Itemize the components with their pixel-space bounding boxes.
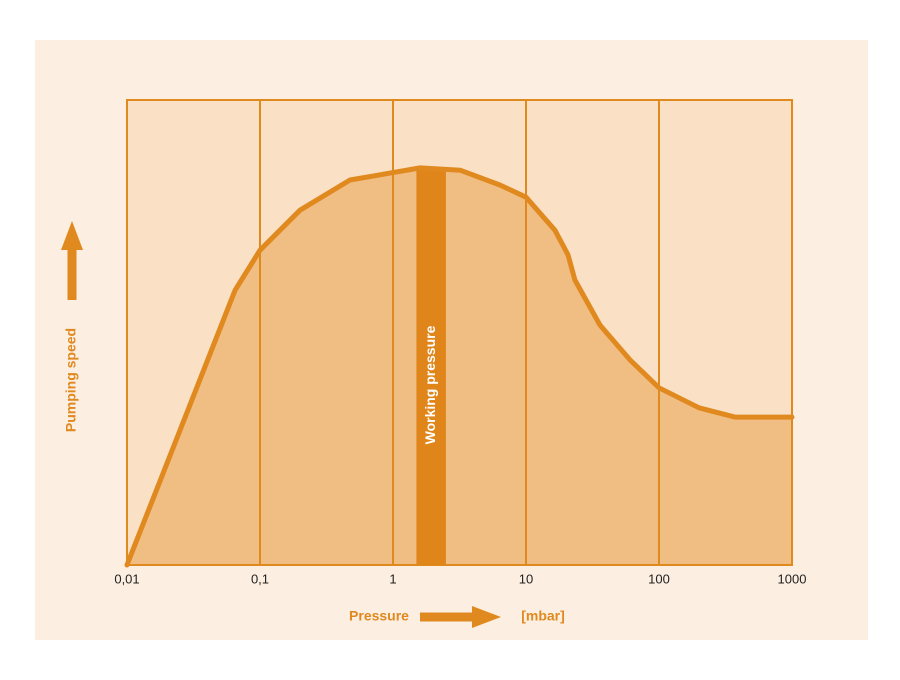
annotation-label: Working pressure — [422, 325, 438, 444]
x-axis-unit: [mbar] — [521, 608, 565, 624]
x-tick-label: 1000 — [778, 571, 807, 586]
x-tick-label: 0,01 — [114, 571, 139, 586]
y-arrow-head — [61, 221, 83, 250]
area-fill — [127, 167, 792, 565]
x-axis-label: Pressure — [349, 608, 409, 624]
x-tick-label: 1 — [389, 571, 396, 586]
y-axis-label: Pumping speed — [63, 328, 79, 432]
x-tick-label: 0,1 — [251, 571, 269, 586]
x-tick-label: 10 — [519, 571, 533, 586]
curve-line — [124, 165, 795, 568]
plot-frame — [126, 99, 793, 566]
working-pressure-band — [416, 167, 446, 565]
x-arrow-head — [472, 606, 501, 628]
x-tick-label: 100 — [648, 571, 670, 586]
